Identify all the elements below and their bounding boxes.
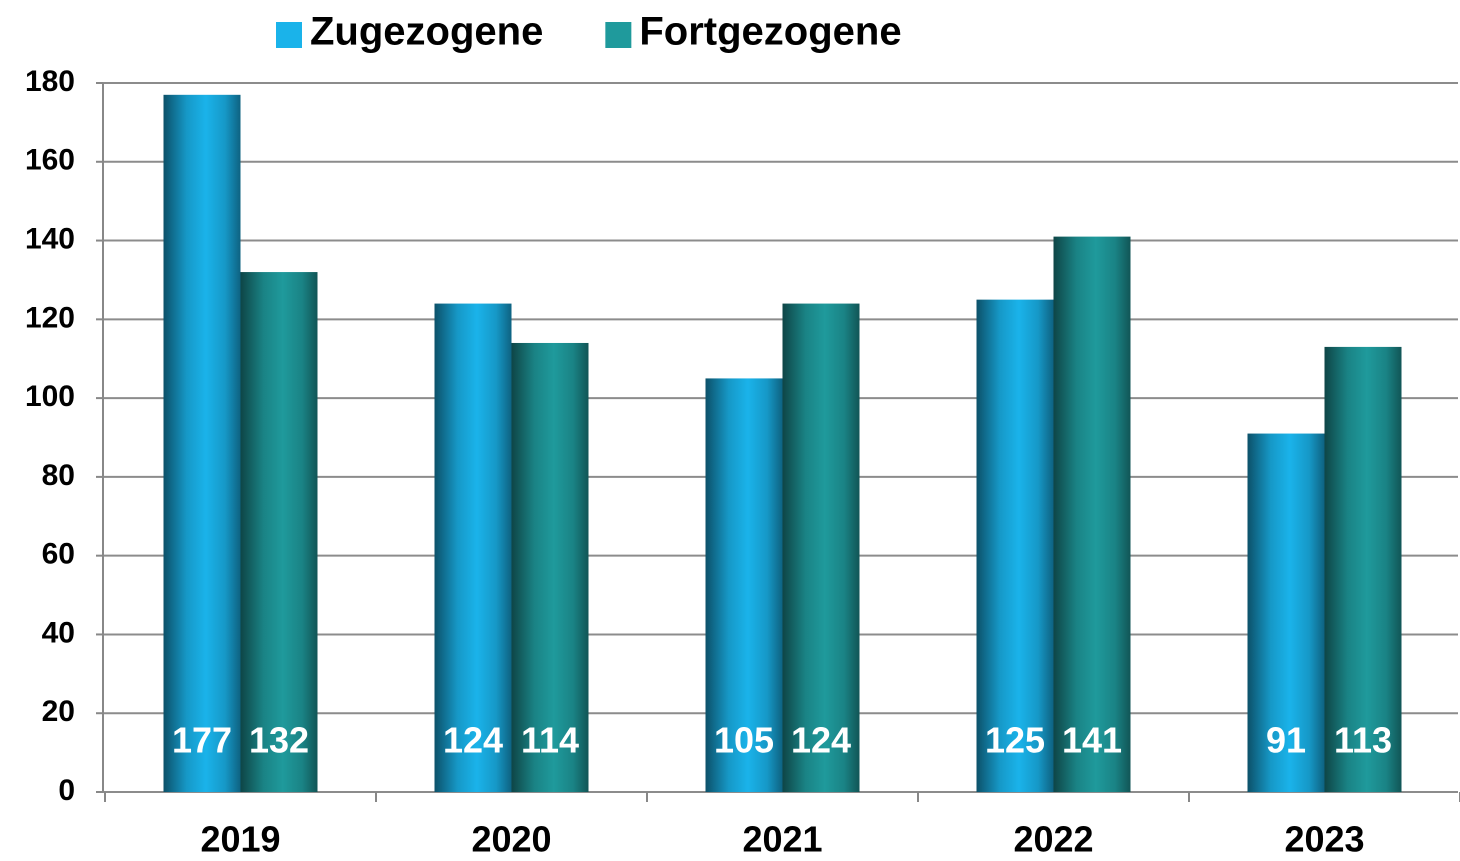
- data-label: 177: [172, 720, 232, 761]
- bar: [511, 342, 589, 792]
- bar: [434, 303, 512, 792]
- bar: [240, 272, 318, 793]
- data-label: 132: [249, 720, 309, 761]
- y-tick-label: 80: [42, 459, 75, 492]
- legend-swatch: [276, 22, 302, 48]
- x-tick-label: 2019: [200, 819, 280, 860]
- legend-swatch: [605, 22, 632, 48]
- data-label: 125: [985, 720, 1045, 761]
- bar: [705, 378, 783, 792]
- data-label: 124: [443, 720, 503, 761]
- bar: [1247, 433, 1325, 792]
- data-label: 113: [1334, 720, 1392, 761]
- y-tick-label: 120: [25, 301, 75, 334]
- y-tick-label: 180: [25, 65, 75, 98]
- bar: [163, 94, 241, 793]
- x-tick-label: 2023: [1284, 819, 1364, 860]
- y-tick-label: 40: [42, 616, 75, 649]
- y-tick-label: 20: [42, 695, 75, 728]
- bar: [1324, 346, 1402, 792]
- y-tick-label: 160: [25, 144, 75, 177]
- y-tick-label: 60: [42, 538, 75, 571]
- y-tick-label: 0: [58, 774, 75, 807]
- data-label: 114: [521, 720, 579, 761]
- data-label: 124: [791, 720, 851, 761]
- x-tick-label: 2021: [742, 819, 822, 860]
- data-label: 105: [714, 720, 774, 761]
- bar: [1053, 236, 1131, 792]
- legend-label: Fortgezogene: [639, 10, 901, 54]
- data-label: 91: [1266, 720, 1306, 761]
- legend-label: Zugezogene: [310, 10, 543, 54]
- bar: [976, 299, 1054, 792]
- data-label: 141: [1062, 720, 1122, 761]
- bar: [782, 303, 860, 792]
- y-tick-label: 140: [25, 222, 75, 255]
- x-tick-label: 2022: [1013, 819, 1093, 860]
- y-tick-label: 100: [25, 380, 75, 413]
- x-tick-label: 2020: [471, 819, 551, 860]
